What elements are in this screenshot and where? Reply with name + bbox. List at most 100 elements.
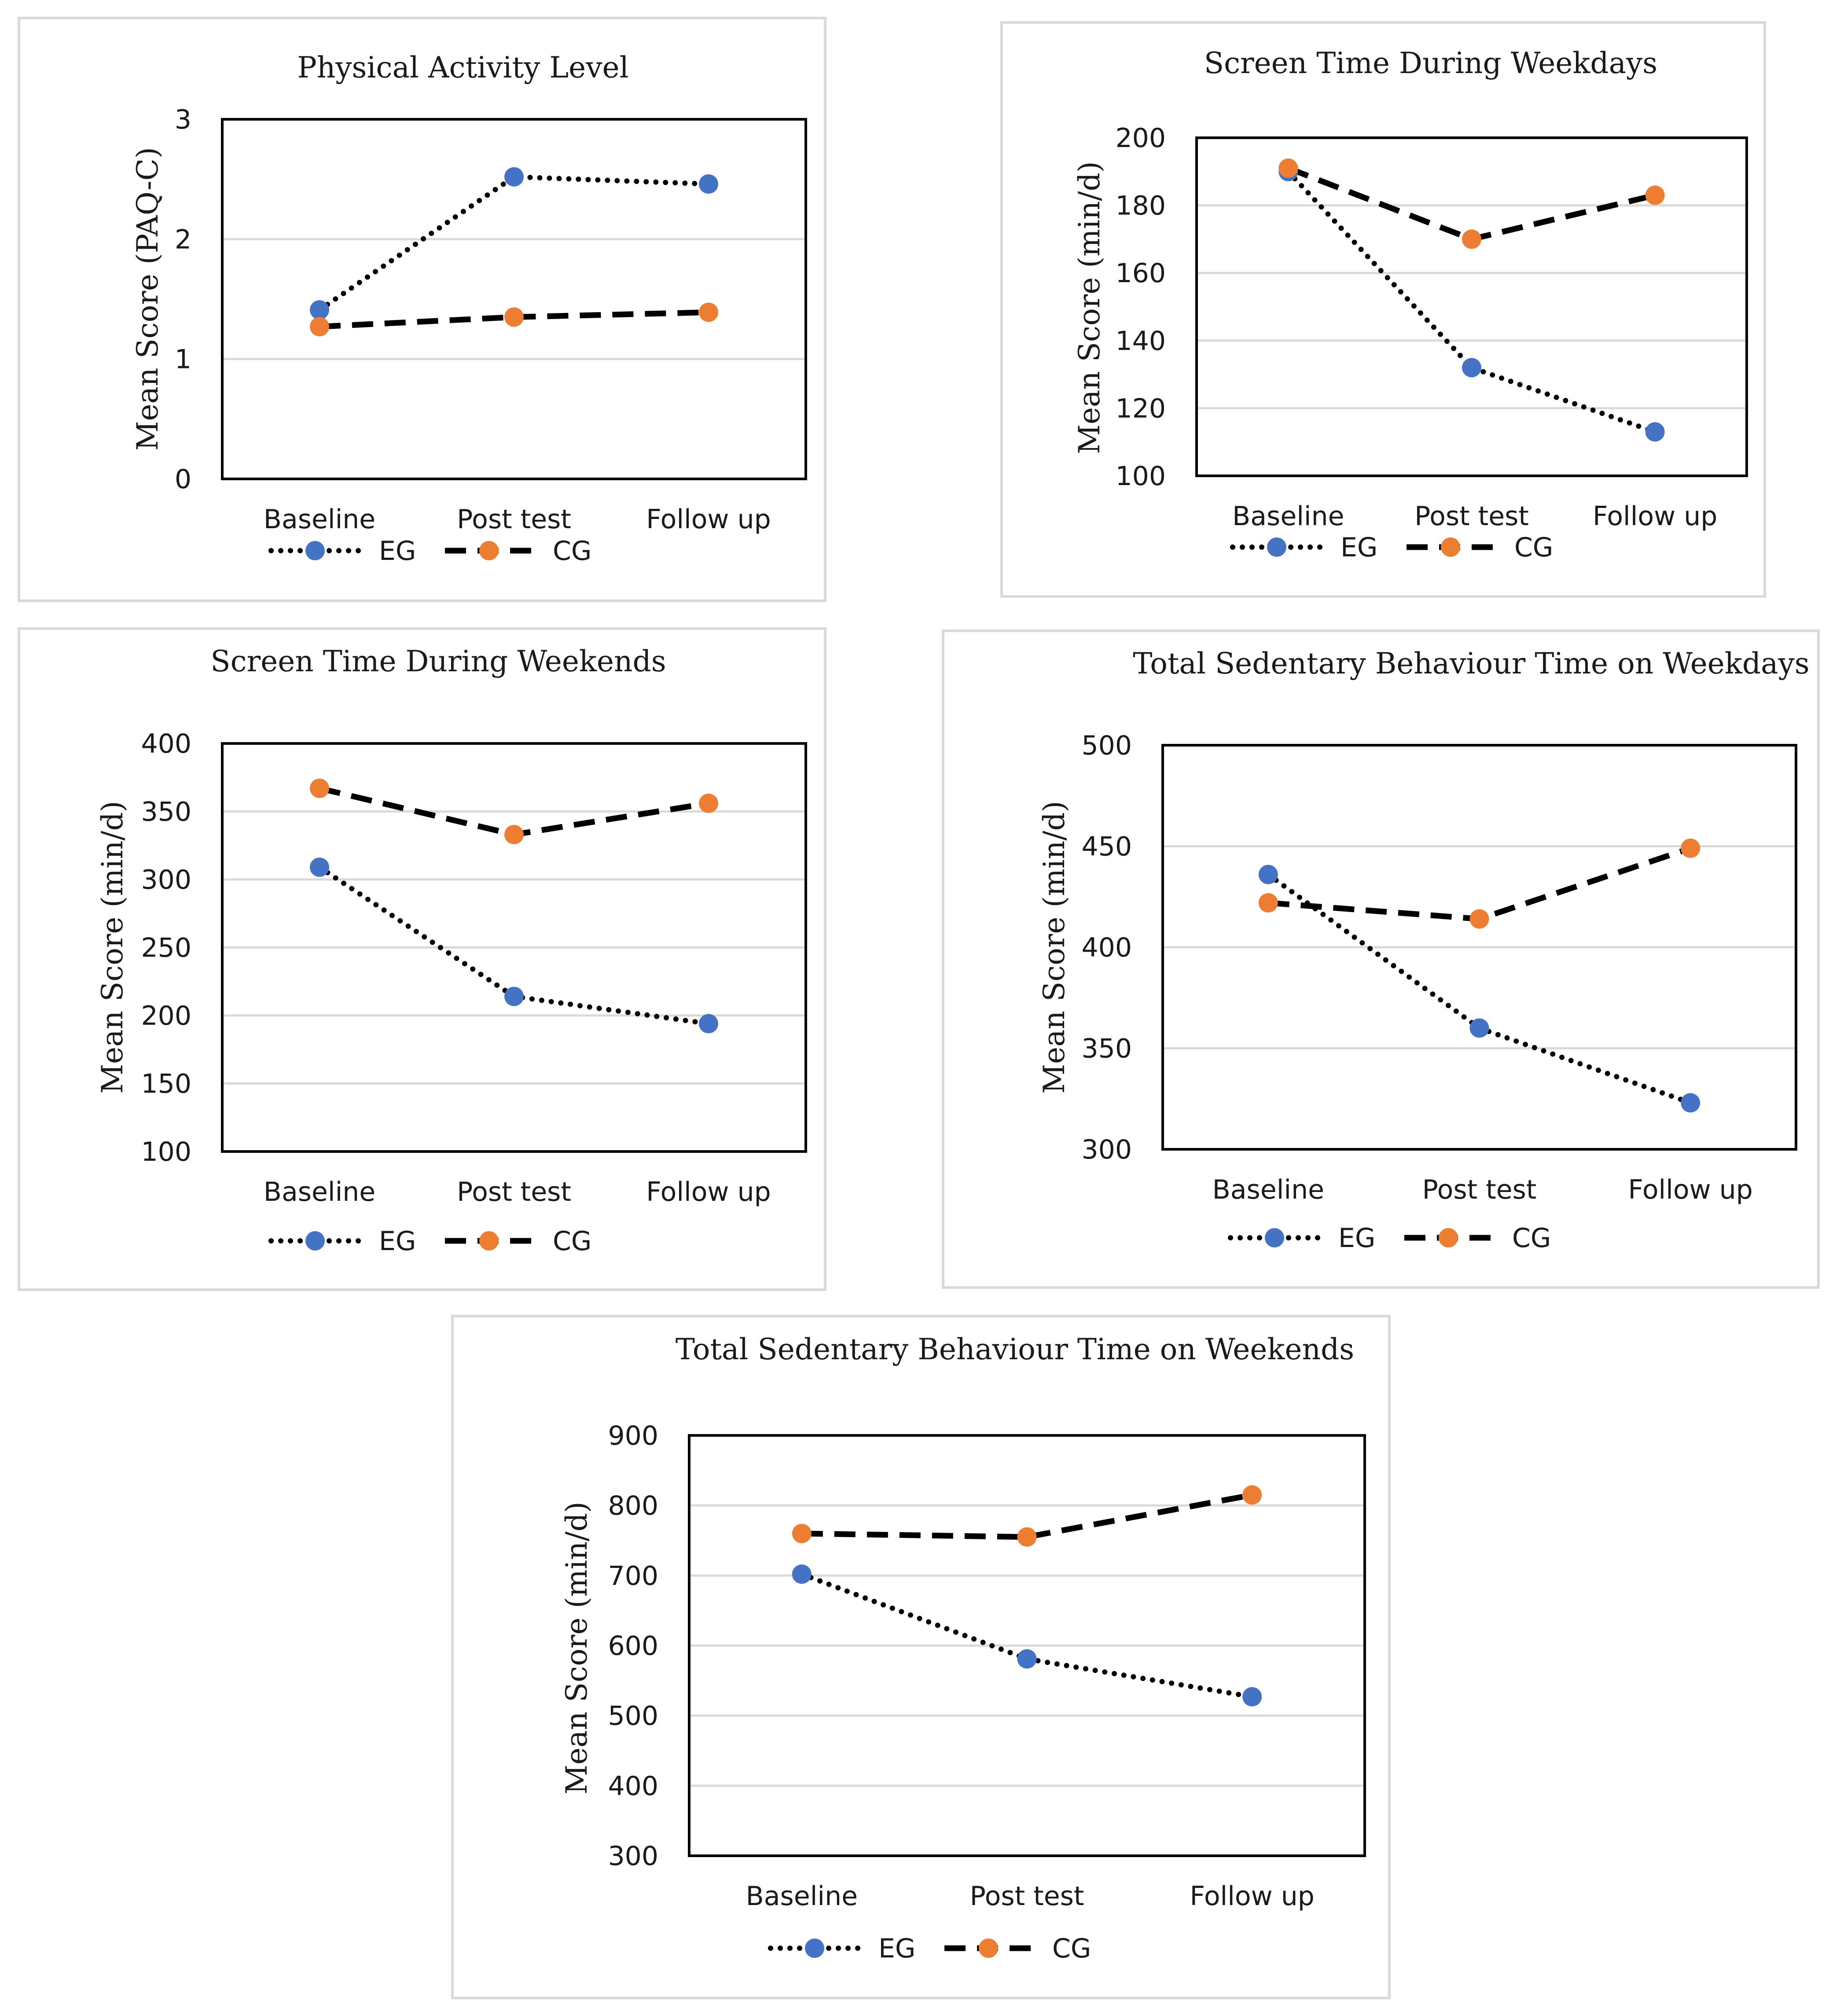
chart-title: Total Sedentary Behaviour Time on Weekda… (1133, 647, 1809, 681)
legend-cg-marker (979, 1939, 998, 1958)
y-axis-label: Mean Score (min/d) (1037, 801, 1071, 1093)
data-point-cg-post-test (504, 307, 524, 327)
x-tick-label-follow-up: Follow up (646, 504, 771, 535)
series-line-cg (801, 1492, 1253, 1540)
data-point-eg-post-test (1462, 358, 1481, 378)
y-tick-label: 300 (141, 865, 191, 895)
y-tick-label: 300 (1081, 1134, 1132, 1165)
plot-area-border (1161, 744, 1797, 1151)
legend-cg-label: CG (553, 536, 591, 567)
data-point-cg-follow-up (699, 302, 718, 322)
data-point-eg-baseline (310, 857, 329, 877)
data-point-cg-baseline (792, 1523, 812, 1543)
data-point-eg-baseline (310, 300, 329, 320)
legend-eg-label: EG (379, 536, 416, 567)
data-point-eg-baseline (792, 1564, 812, 1584)
data-point-eg-follow-up (699, 174, 718, 194)
data-point-eg-follow-up (699, 1014, 718, 1034)
x-tick-label-follow-up: Follow up (1593, 501, 1717, 532)
data-point-eg-baseline (1258, 865, 1278, 884)
legend-eg-label: EG (1341, 532, 1377, 563)
chart-svg: Total Sedentary Behaviour Time on Weekda… (1037, 647, 1810, 1254)
chart-panel-screen-weekends: Screen Time During Weekends 100 150 200 250 3… (18, 627, 826, 1291)
y-tick-label: 200 (1115, 123, 1166, 154)
x-tick-label-post-test: Post test (457, 504, 571, 535)
legend-eg-label: EG (1338, 1223, 1375, 1254)
chart-svg: Physical Activity Level 0 1 2 3 Baseline Post … (131, 51, 807, 567)
legend-cg-marker (1439, 1228, 1458, 1247)
chart-panel-sedentary-weekends: Total Sedentary Behaviour Time on Weeken… (451, 1315, 1391, 1999)
y-tick-label: 400 (608, 1771, 658, 1802)
x-tick-label-baseline: Baseline (264, 1177, 375, 1207)
y-tick-label: 120 (1115, 393, 1166, 424)
chart-title: Screen Time During Weekdays (1204, 46, 1657, 80)
plot-area-border (221, 118, 807, 480)
y-tick-label: 400 (1081, 932, 1132, 963)
y-tick-label: 200 (141, 1001, 191, 1031)
y-tick-label: 180 (1115, 191, 1166, 221)
data-point-cg-follow-up (1645, 185, 1665, 205)
data-point-eg-post-test (1017, 1649, 1037, 1669)
data-point-cg-post-test (1469, 909, 1489, 929)
y-axis-label: Mean Score (PAQ-C) (131, 147, 165, 451)
legend-eg-marker (805, 1939, 824, 1958)
plot-area-border (688, 1434, 1366, 1857)
y-tick-label: 450 (1081, 831, 1132, 862)
data-point-eg-post-test (1469, 1018, 1489, 1038)
y-tick-label: 500 (1081, 730, 1132, 761)
legend-cg-label: CG (1512, 1223, 1551, 1254)
data-point-cg-follow-up (699, 793, 718, 813)
x-tick-label-follow-up: Follow up (646, 1177, 771, 1207)
data-point-cg-baseline (310, 778, 329, 798)
chart-svg: Screen Time During Weekends 100 150 200 250 3… (95, 644, 807, 1257)
legend-eg-marker (1265, 1228, 1284, 1247)
legend-eg-label: EG (878, 1933, 915, 1964)
plot-area-border (221, 742, 807, 1153)
y-tick-label: 900 (608, 1420, 658, 1451)
legend-eg-marker (305, 541, 325, 560)
data-point-eg-follow-up (1242, 1687, 1262, 1707)
y-axis-label: Mean Score (min/d) (560, 1501, 594, 1794)
chart-title: Screen Time During Weekends (210, 644, 666, 678)
chart-title: Total Sedentary Behaviour Time on Weeken… (676, 1332, 1354, 1366)
data-point-cg-post-test (1462, 229, 1481, 249)
data-point-eg-post-test (504, 167, 524, 187)
legend-cg-marker (1441, 537, 1460, 557)
legend-eg-marker (305, 1231, 325, 1251)
data-point-cg-post-test (1017, 1527, 1037, 1547)
x-tick-label-baseline: Baseline (264, 504, 375, 535)
y-tick-label: 400 (141, 728, 191, 759)
x-tick-label-follow-up: Follow up (1190, 1881, 1314, 1912)
series-line-eg (799, 1571, 1255, 1700)
y-axis-label: Mean Score (min/d) (95, 801, 129, 1093)
x-tick-label-baseline: Baseline (1212, 1174, 1324, 1205)
y-axis-label: Mean Score (min/d) (1072, 161, 1106, 454)
plot-area-border (1195, 136, 1748, 477)
x-tick-label-baseline: Baseline (1232, 501, 1344, 532)
y-tick-label: 500 (608, 1701, 658, 1732)
y-tick-label: 160 (1115, 258, 1166, 289)
chart-title: Physical Activity Level (297, 51, 628, 85)
series-line-cg (1268, 845, 1692, 922)
x-tick-label-follow-up: Follow up (1628, 1174, 1752, 1205)
x-tick-label-post-test: Post test (457, 1177, 571, 1207)
legend-cg-label: CG (553, 1226, 591, 1257)
data-point-cg-follow-up (1242, 1485, 1262, 1505)
series-line-eg (1285, 169, 1658, 435)
y-tick-label: 350 (141, 797, 191, 828)
data-point-cg-follow-up (1681, 839, 1700, 858)
legend-eg-marker (1267, 537, 1286, 557)
legend-cg-label: CG (1514, 532, 1553, 563)
y-tick-label: 150 (141, 1069, 191, 1100)
chart-panel-sedentary-weekdays: Total Sedentary Behaviour Time on Weekda… (942, 629, 1820, 1289)
y-tick-label: 100 (1115, 461, 1166, 492)
y-tick-label: 3 (175, 104, 191, 135)
y-tick-label: 140 (1115, 326, 1166, 357)
chart-panel-screen-weekdays: Screen Time During Weekdays 100 120 140 160 1… (1000, 21, 1766, 598)
data-point-cg-baseline (1278, 158, 1298, 178)
x-tick-label-post-test: Post test (970, 1881, 1084, 1912)
chart-svg: Total Sedentary Behaviour Time on Weeken… (560, 1332, 1366, 1964)
y-tick-label: 700 (608, 1560, 658, 1591)
data-point-eg-post-test (504, 986, 524, 1006)
data-point-cg-baseline (1258, 893, 1278, 913)
